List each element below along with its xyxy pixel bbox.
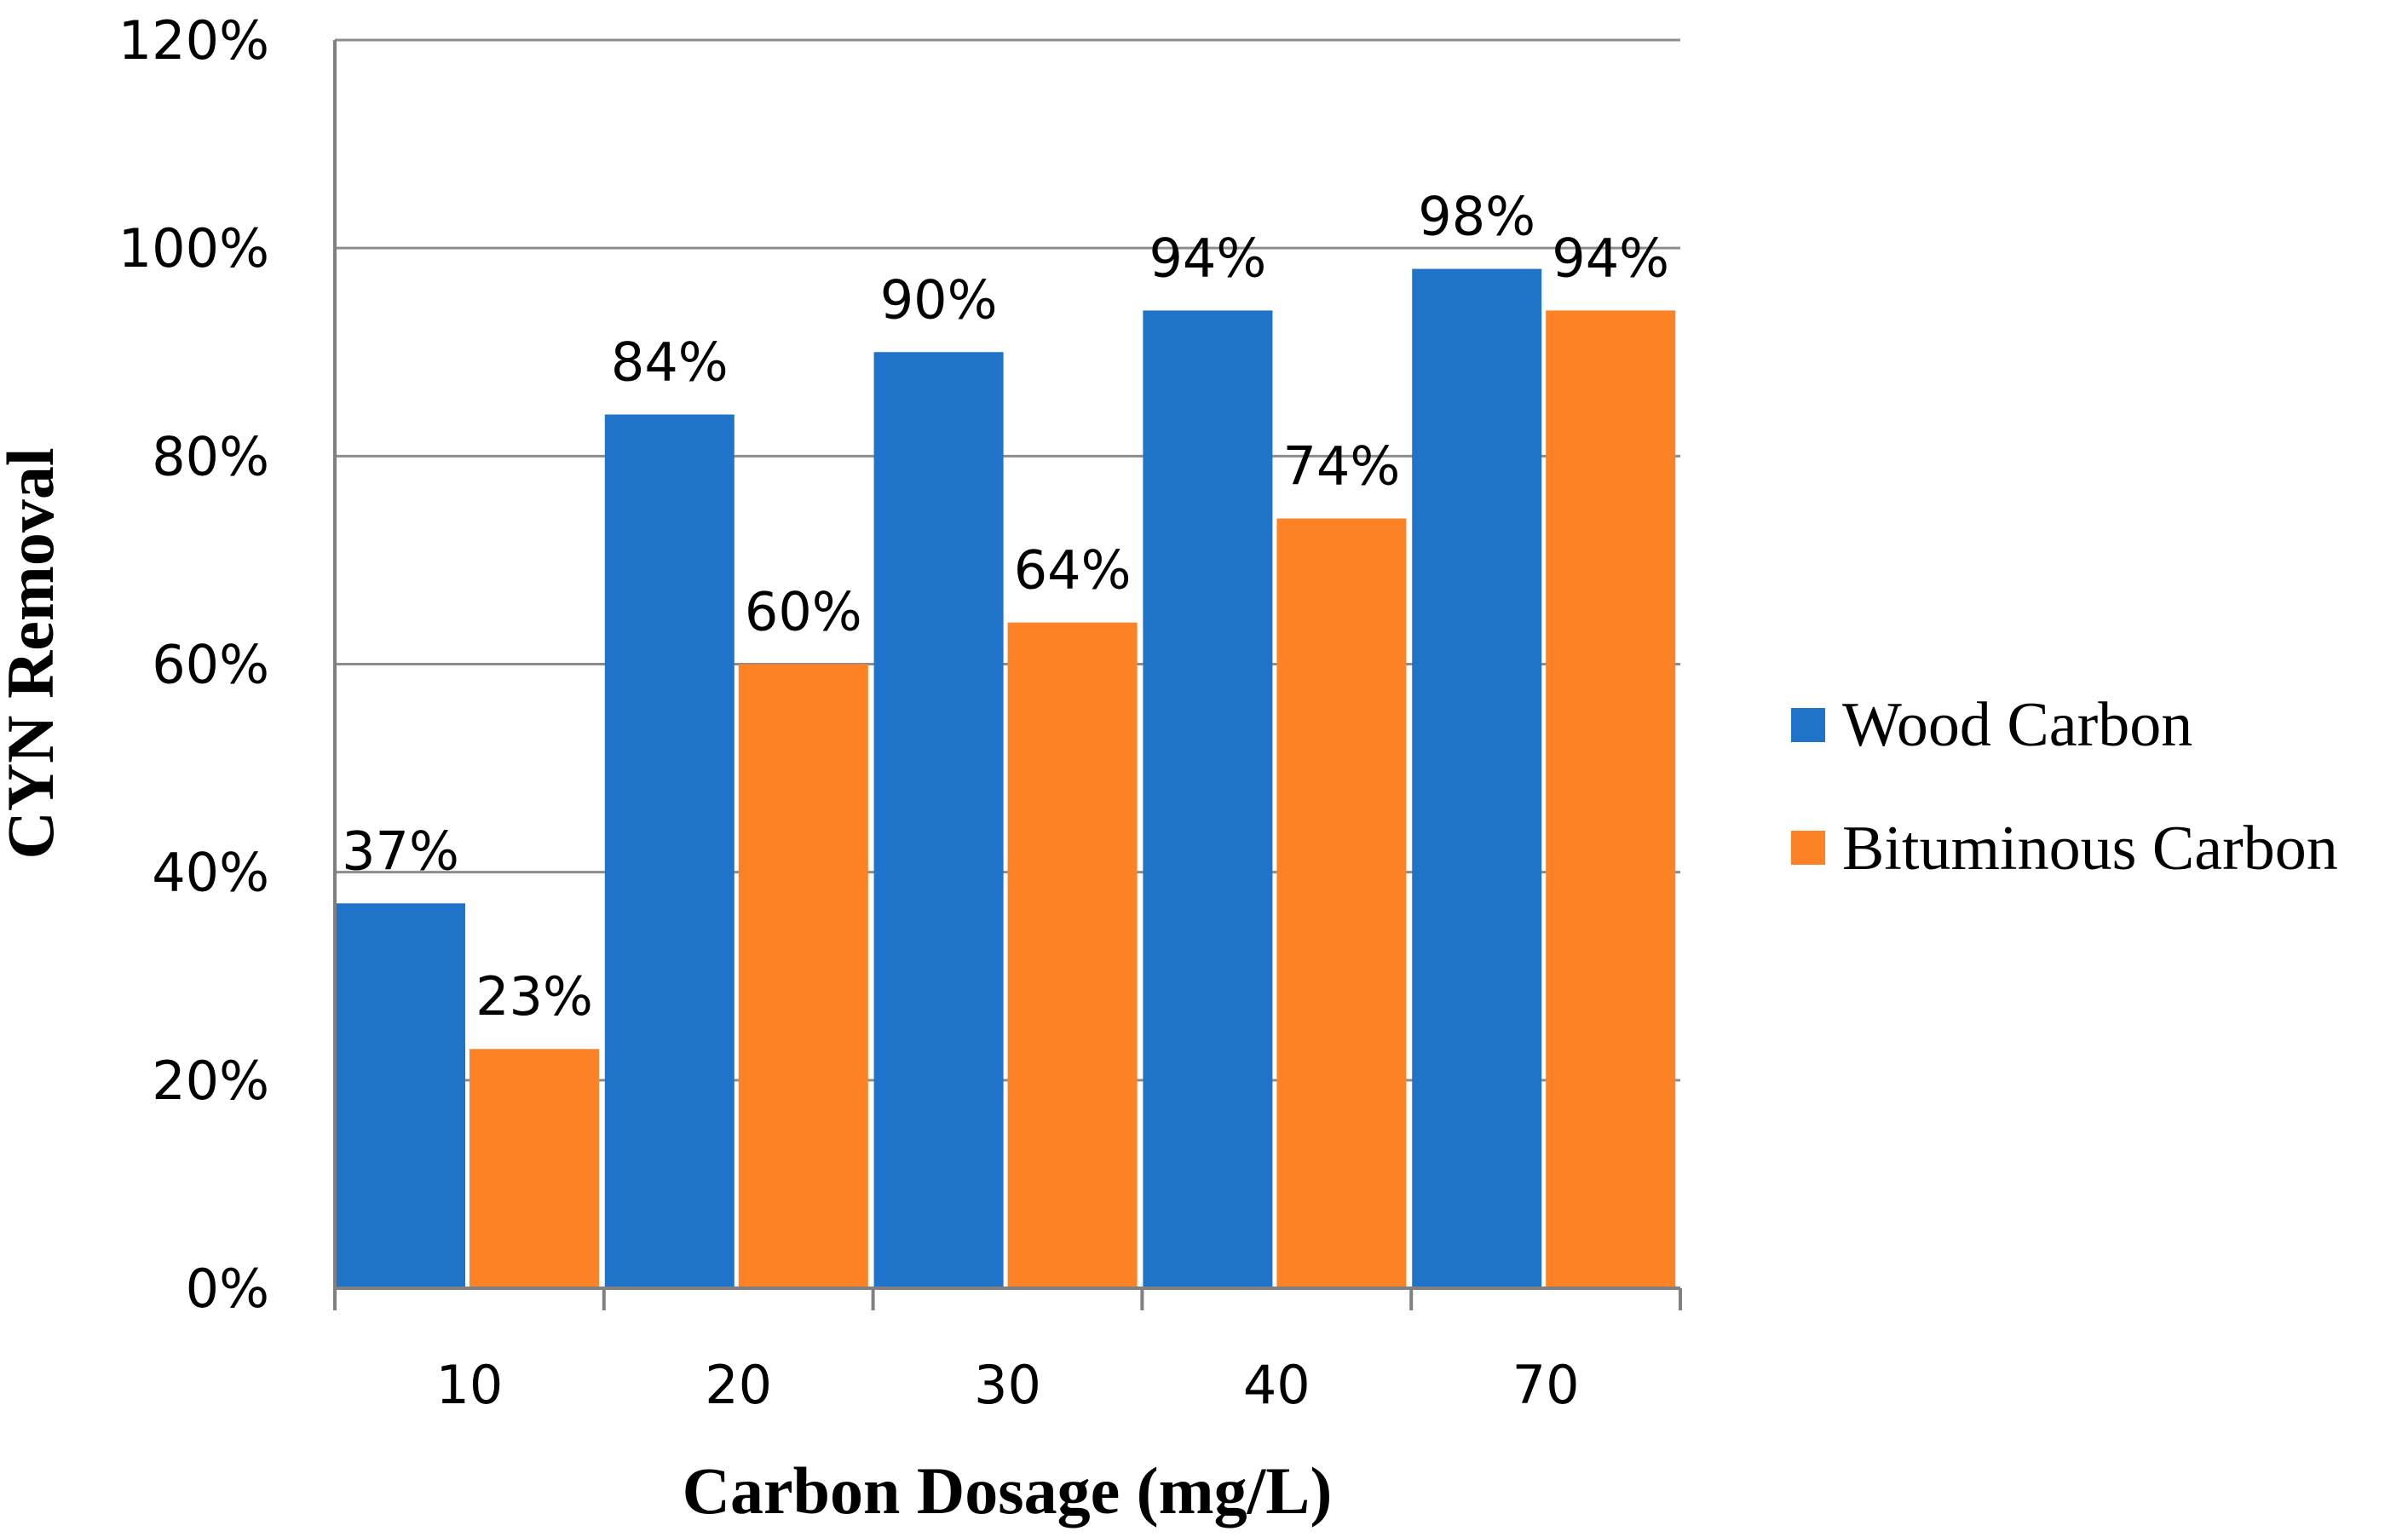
y-tick-labels: 0% 20% 40% 60% 80% 100% 120% xyxy=(118,9,269,1320)
data-labels: 37% 23% 84% 60% 90% 64% 94% 74% 98% 94% xyxy=(342,186,1669,1028)
legend-label-bituminous-carbon: Bituminous Carbon xyxy=(1842,814,2338,884)
data-label: 60% xyxy=(745,581,862,643)
y-tick-label: 120% xyxy=(118,9,269,72)
bar-bituminous-carbon-40 xyxy=(1276,518,1407,1288)
bars xyxy=(336,268,1676,1289)
data-label: 84% xyxy=(611,331,729,394)
data-label: 90% xyxy=(880,268,998,331)
bar-wood-carbon-70 xyxy=(1412,268,1542,1288)
y-tick-label: 40% xyxy=(152,842,269,904)
x-tick-label: 20 xyxy=(705,1354,772,1416)
bar-wood-carbon-10 xyxy=(336,903,465,1288)
y-tick-label: 100% xyxy=(118,217,269,279)
data-label: 94% xyxy=(1149,227,1266,289)
bar-wood-carbon-40 xyxy=(1143,310,1273,1289)
x-tick-label: 10 xyxy=(435,1354,503,1416)
bar-bituminous-carbon-10 xyxy=(470,1049,599,1288)
bar-wood-carbon-30 xyxy=(873,352,1004,1288)
data-label: 64% xyxy=(1014,539,1132,602)
legend-label-wood-carbon: Wood Carbon xyxy=(1842,690,2192,760)
data-label: 74% xyxy=(1282,435,1400,498)
x-tick-label: 70 xyxy=(1512,1354,1580,1416)
x-tick-labels: 10 20 30 40 70 xyxy=(435,1354,1579,1416)
legend-swatch-wood-carbon xyxy=(1791,708,1825,742)
legend-swatch-bituminous-carbon xyxy=(1791,831,1825,865)
axes xyxy=(333,40,1680,1290)
data-label: 37% xyxy=(342,820,459,882)
y-axis-title: CYN Removal xyxy=(0,447,67,859)
x-tick-label: 40 xyxy=(1243,1354,1311,1416)
data-label: 23% xyxy=(475,965,593,1028)
y-tick-label: 80% xyxy=(152,425,269,487)
legend: Wood Carbon Bituminous Carbon xyxy=(1791,690,2338,884)
x-tick-label: 30 xyxy=(974,1354,1041,1416)
bar-bituminous-carbon-20 xyxy=(738,664,868,1288)
bar-bituminous-carbon-70 xyxy=(1546,310,1676,1289)
y-tick-label: 0% xyxy=(186,1258,269,1320)
y-tick-label: 20% xyxy=(152,1050,269,1112)
x-axis-title: Carbon Dosage (mg/L) xyxy=(683,1454,1333,1528)
bar-bituminous-carbon-30 xyxy=(1007,622,1138,1288)
y-tick-label: 60% xyxy=(152,634,269,696)
data-label: 98% xyxy=(1418,186,1535,248)
bar-wood-carbon-20 xyxy=(604,414,734,1288)
data-label: 94% xyxy=(1552,227,1669,289)
x-tick-marks xyxy=(333,1288,1682,1310)
